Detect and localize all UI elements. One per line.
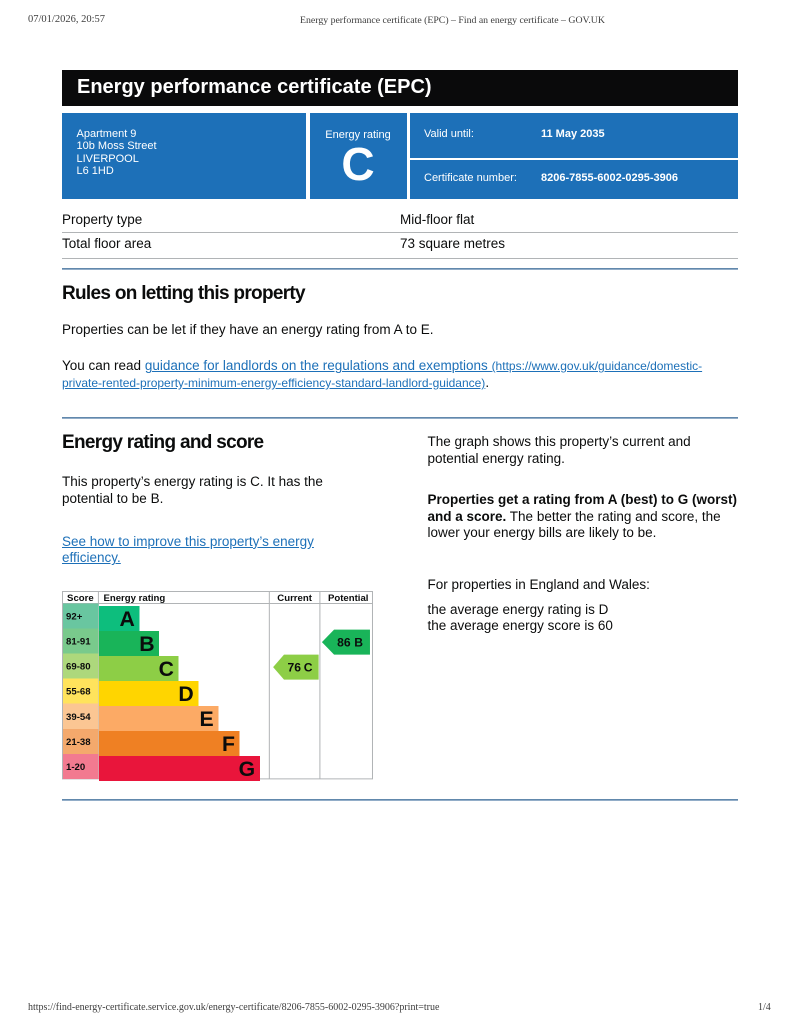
svg-text:92+: 92+	[66, 612, 83, 623]
svg-text:86: 86	[337, 636, 351, 650]
svg-text:B: B	[354, 636, 363, 650]
svg-text:F: F	[222, 733, 235, 756]
svg-text:21-38: 21-38	[66, 737, 91, 748]
svg-text:55-68: 55-68	[66, 687, 91, 698]
svg-text:76: 76	[288, 661, 302, 675]
svg-text:Score: Score	[67, 593, 94, 604]
svg-text:D: D	[178, 683, 193, 706]
svg-text:E: E	[200, 708, 214, 731]
svg-text:1-20: 1-20	[66, 762, 85, 773]
svg-text:Potential: Potential	[328, 593, 369, 604]
svg-text:69-80: 69-80	[66, 662, 91, 673]
svg-text:81-91: 81-91	[66, 637, 91, 648]
svg-text:B: B	[139, 633, 154, 656]
svg-text:C: C	[304, 661, 313, 675]
svg-text:Energy rating: Energy rating	[103, 593, 165, 604]
svg-text:39-54: 39-54	[66, 712, 91, 723]
svg-text:Current: Current	[277, 593, 312, 604]
svg-text:A: A	[119, 608, 134, 631]
svg-text:G: G	[239, 759, 256, 782]
svg-text:C: C	[159, 658, 174, 681]
